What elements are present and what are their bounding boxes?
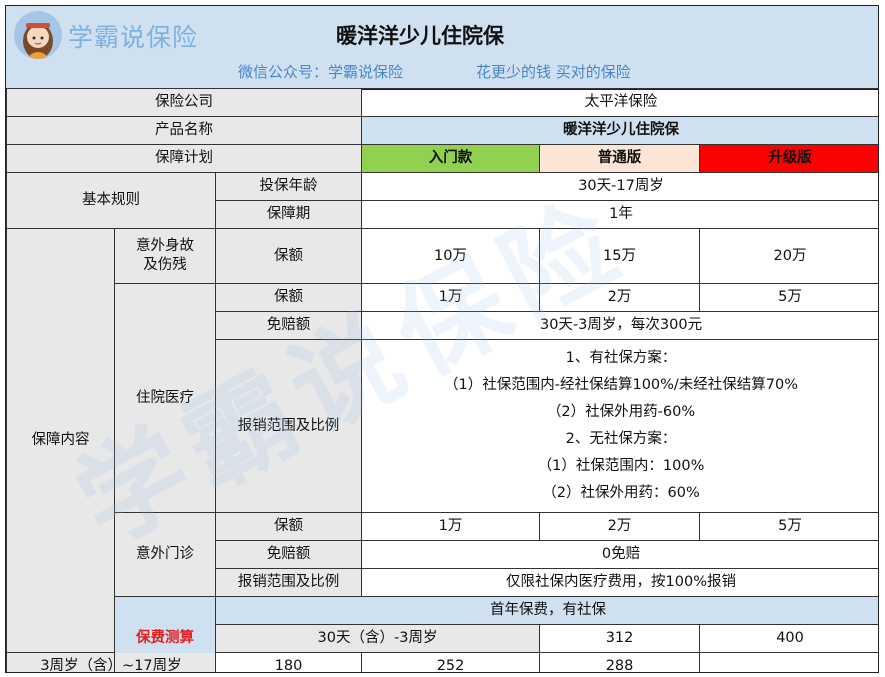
premium-row1-standard: 400 <box>699 624 878 653</box>
hospital-sum-upgrade: 5万 <box>699 283 878 312</box>
product-value: 暖洋洋少儿住院保 <box>361 116 878 145</box>
accident-death-sum-basic: 10万 <box>361 228 541 284</box>
hospital-reimb-line: （1）社保范围内-经社保结算100%/未经社保结算70% <box>444 377 799 393</box>
table-row: 基本规则 投保年龄 30天-17周岁 <box>6 172 878 229</box>
period-value: 1年 <box>361 200 878 229</box>
slogan: 花更少的钱 买对的保险 <box>476 63 631 81</box>
table-row: 免赔额 30天-3周岁，每次300元 <box>7 311 878 340</box>
accident-death-sum-upgrade: 20万 <box>699 228 878 284</box>
hospital-reimb-line: （2）社保外用药-60% <box>546 404 696 420</box>
company-label: 保险公司 <box>6 88 363 117</box>
table-row: 保障内容 意外身故 及伤残 保额 10万 15万 20万 <box>6 228 878 653</box>
plan-upgrade: 升级版 <box>699 144 878 173</box>
table-row: 30天（含）-3周岁 312 400 490 <box>7 624 878 653</box>
accident-death-sum-standard: 15万 <box>539 228 701 284</box>
table-row: 保障计划 入门款 普通版 升级版 <box>6 144 878 173</box>
premium-row1-label: 30天（含）-3周岁 <box>214 624 541 653</box>
outpatient-deductible: 0免赔 <box>361 540 878 569</box>
sum-label: 保额 <box>214 228 363 284</box>
header-banner: 学霸说保险 暖洋洋少儿住院保 微信公众号：学霸说保险 花更少的钱 买对的保险 <box>6 6 878 90</box>
girl-avatar-icon <box>23 23 53 59</box>
plan-standard: 普通版 <box>539 144 701 173</box>
table-row: 住院医疗 保额 1万 2万 5万 <box>7 283 878 513</box>
outpatient-reimb: 仅限社保内医疗费用，按100%报销 <box>361 568 878 597</box>
deductible-label: 免赔额 <box>214 540 363 569</box>
age-value: 30天-17周岁 <box>361 172 878 201</box>
plan-basic: 入门款 <box>361 144 541 173</box>
basic-rules-label: 基本规则 <box>6 172 216 229</box>
avatar <box>14 11 62 59</box>
premium-header: 首年保费，有社保 <box>214 596 878 625</box>
brand-logo-text: 学霸说保险 <box>68 23 199 52</box>
plan-label: 保障计划 <box>6 144 363 173</box>
hospital-reimb-line: 1、有社保方案： <box>565 350 677 366</box>
table-row: 产品名称 暖洋洋少儿住院保 <box>6 116 878 145</box>
table-row: 保险公司 太平洋保险 <box>6 88 878 117</box>
insurance-comparison-sheet: 学霸说保险 暖洋洋少儿住院保 微信公众号：学霸说保险 花更少的钱 买对的保险 保… <box>5 5 879 673</box>
accident-death-label-line2: 及伤残 <box>143 257 187 273</box>
table-row: 免赔额 0免赔 <box>7 540 878 569</box>
table-row: 报销范围及比例 仅限社保内医疗费用，按100%报销 <box>7 568 878 597</box>
table-row: 报销范围及比例 1、有社保方案： （1）社保范围内-经社保结算100%/未经社保… <box>7 339 878 513</box>
comparison-table: 保险公司 太平洋保险 产品名称 暖洋洋少儿住院保 保障计划 入门款 普通版 升级… <box>6 88 879 672</box>
reimb-label: 报销范围及比例 <box>214 568 363 597</box>
page-title: 暖洋洋少儿住院保 <box>336 24 504 48</box>
premium-row2-label: 3周岁（含）~17周岁 <box>6 652 216 672</box>
sum-label: 保额 <box>214 512 363 541</box>
hospital-reimb-line: （2）社保外用药：60% <box>542 485 700 501</box>
premium-row2-standard: 252 <box>361 652 541 672</box>
outpatient-sum-upgrade: 5万 <box>699 512 878 541</box>
sum-label: 保额 <box>214 283 363 312</box>
accident-death-label-line1: 意外身故 <box>136 238 194 255</box>
hospital-reimb-line: 2、无社保方案： <box>565 431 677 447</box>
hospital-label: 住院医疗 <box>114 283 216 513</box>
hospital-reimb-line: （1）社保范围内：100% <box>537 458 705 474</box>
hospital-reimb: 1、有社保方案： （1）社保范围内-经社保结算100%/未经社保结算70% （2… <box>361 339 878 513</box>
product-label: 产品名称 <box>6 116 363 145</box>
deductible-label: 免赔额 <box>214 311 363 340</box>
hospital-sum-basic: 1万 <box>361 283 541 312</box>
reimb-label: 报销范围及比例 <box>214 339 363 513</box>
accident-death-label: 意外身故 及伤残 <box>114 228 216 284</box>
outpatient-sum-standard: 2万 <box>539 512 701 541</box>
table-row: 3周岁（含）~17周岁 180 252 288 <box>6 652 879 672</box>
company-value: 太平洋保险 <box>361 88 878 117</box>
outpatient-label: 意外门诊 <box>114 512 216 597</box>
coverage-label: 保障内容 <box>6 228 115 653</box>
period-label: 保障期 <box>214 200 363 229</box>
premium-row1-basic: 312 <box>539 624 701 653</box>
table-row: 保费测算 首年保费，有社保 <box>7 596 878 672</box>
hospital-sum-standard: 2万 <box>539 283 701 312</box>
hospital-deductible: 30天-3周岁，每次300元 <box>361 311 878 340</box>
table-row: 意外门诊 保额 1万 2万 5万 <box>7 512 878 597</box>
premium-row2-basic: 180 <box>214 652 363 672</box>
outpatient-sum-basic: 1万 <box>361 512 541 541</box>
wechat-account: 微信公众号：学霸说保险 <box>238 63 404 81</box>
premium-row2-upgrade: 288 <box>539 652 701 672</box>
age-label: 投保年龄 <box>214 172 363 201</box>
